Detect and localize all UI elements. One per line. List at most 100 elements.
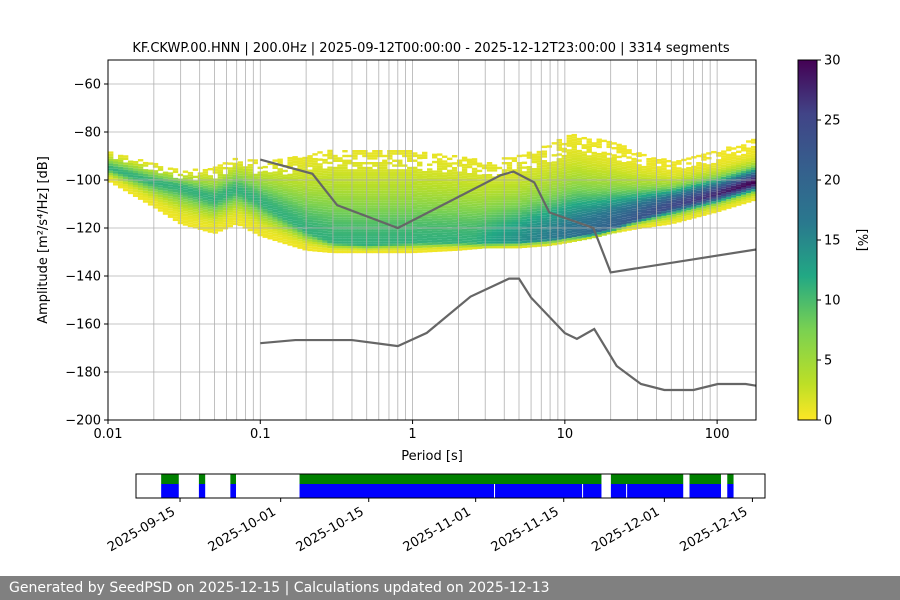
heatmap-cell (167, 208, 174, 211)
heatmap-cell (541, 167, 548, 170)
heatmap-cell (347, 154, 353, 158)
heatmap-cell (591, 154, 597, 157)
heatmap-cell (646, 179, 652, 182)
heatmap-cell (541, 220, 548, 223)
heatmap-cell (606, 227, 612, 230)
heatmap-cell (282, 232, 288, 235)
heatmap-cell (247, 202, 253, 205)
heatmap-cell (671, 175, 677, 179)
heatmap-cell (441, 196, 448, 199)
heatmap-cell (372, 174, 378, 177)
heatmap-cell (546, 207, 553, 211)
heatmap-cell (277, 182, 283, 185)
heatmap-cell (606, 205, 612, 209)
heatmap-cell (471, 210, 478, 214)
heatmap-cell (596, 174, 602, 177)
heatmap-cell (247, 173, 253, 176)
heatmap-cell (392, 210, 398, 213)
heatmap-cell (277, 170, 283, 173)
heatmap-cell (252, 214, 258, 217)
heatmap-cell (666, 217, 672, 220)
heatmap-cell (516, 169, 523, 172)
heatmap-cell (167, 196, 174, 199)
heatmap-cell (591, 199, 597, 203)
heatmap-cell (446, 217, 453, 221)
heatmap-cell (616, 182, 622, 185)
heatmap-cell (317, 204, 323, 207)
heatmap-cell (367, 236, 373, 239)
heatmap-cell (451, 188, 458, 192)
heatmap-cell (536, 244, 543, 247)
heatmap-cell (656, 216, 662, 219)
available-segment (727, 474, 734, 484)
heatmap-cell (407, 202, 413, 206)
heatmap-cell (322, 214, 328, 217)
heatmap-cell (182, 194, 189, 197)
heatmap-cell (531, 177, 538, 181)
heatmap-cell (347, 222, 353, 225)
heatmap-cell (561, 241, 567, 244)
heatmap-cell (297, 208, 303, 211)
heatmap-cell (586, 215, 592, 218)
heatmap-cell (721, 155, 727, 158)
heatmap-cell (277, 213, 283, 217)
heatmap-cell (661, 160, 667, 164)
heatmap-cell (127, 191, 134, 195)
heatmap-cell (656, 185, 662, 188)
heatmap-cell (262, 201, 268, 205)
heatmap-cell (641, 213, 647, 217)
heatmap-cell (357, 171, 363, 174)
heatmap-cell (227, 222, 234, 225)
heatmap-cell (412, 159, 418, 162)
heatmap-cell (157, 166, 164, 169)
heatmap-cell (661, 199, 667, 202)
heatmap-cell (481, 238, 488, 242)
heatmap-cell (197, 196, 204, 199)
heatmap-cell (626, 177, 632, 181)
heatmap-cell (427, 170, 433, 174)
y-tick-label: −140 (65, 270, 101, 285)
heatmap-cell (417, 190, 423, 193)
y-tick-label: −80 (74, 126, 101, 141)
heatmap-cell (456, 219, 463, 222)
heatmap-cell (521, 245, 528, 248)
heatmap-cell (546, 169, 553, 172)
heatmap-cell (456, 188, 463, 191)
heatmap-cell (681, 192, 687, 195)
heatmap-cell (247, 200, 253, 203)
heatmap-cell (237, 192, 243, 195)
heatmap-cell (317, 158, 323, 161)
heatmap-cell (317, 170, 323, 173)
heatmap-cell (347, 217, 353, 220)
heatmap-cell (352, 162, 358, 165)
heatmap-cell (581, 225, 587, 229)
heatmap-cell (317, 189, 323, 193)
heatmap-cell (506, 198, 513, 201)
heatmap-cell (521, 192, 528, 196)
heatmap-cell (142, 190, 149, 194)
heatmap-cell (616, 203, 622, 207)
heatmap-cell (541, 198, 548, 201)
heatmap-cell (222, 198, 229, 201)
heatmap-cell (636, 171, 642, 174)
heatmap-cell (337, 238, 343, 242)
heatmap-cell (427, 249, 433, 253)
heatmap-cell (227, 217, 234, 221)
heatmap-cell (571, 232, 577, 235)
heatmap-cell (481, 246, 488, 249)
heatmap-cell (751, 155, 756, 158)
heatmap-cell (292, 156, 298, 159)
heatmap-cell (586, 234, 592, 237)
heatmap-cell (252, 188, 258, 191)
heatmap-cell (108, 151, 114, 154)
heatmap-cell (741, 197, 747, 200)
heatmap-cell (706, 166, 712, 170)
heatmap-cell (661, 158, 667, 161)
heatmap-cell (422, 173, 428, 176)
heatmap-cell (297, 172, 303, 175)
heatmap-cell (716, 192, 722, 196)
heatmap-cell (422, 204, 428, 207)
heatmap-cell (287, 204, 293, 208)
heatmap-cell (436, 210, 443, 214)
heatmap-cell (536, 172, 543, 175)
